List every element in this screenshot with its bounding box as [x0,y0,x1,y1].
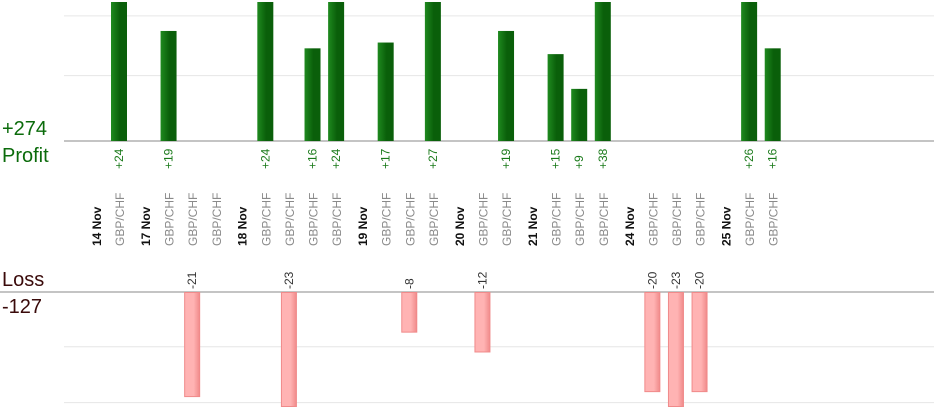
profit-value-label: +19 [499,148,513,169]
date-label: 25 Nov [720,206,734,246]
profit-value-label: +19 [162,148,176,169]
date-label: 19 Nov [356,206,370,246]
profit-value-label: +15 [549,148,563,169]
profit-bar [498,30,515,141]
loss-value-label: -20 [645,271,659,289]
profit-bar [377,42,394,141]
loss-value-label: -20 [693,271,707,289]
pair-label: GBP/CHF [210,193,224,246]
profit-value-label: +17 [379,148,393,169]
loss-bar [691,292,708,393]
pair-label: GBP/CHF [259,193,273,246]
pair-label: GBP/CHF [113,193,127,246]
loss-bar [401,292,418,333]
loss-value-label: -21 [185,271,199,289]
pair-label: GBP/CHF [550,193,564,246]
pair-label: GBP/CHF [330,193,344,246]
pair-label: GBP/CHF [380,193,394,246]
loss-value-label: -12 [475,271,489,289]
profit-value-label: +24 [329,148,343,169]
profit-value-label: +16 [306,148,320,169]
pair-label: GBP/CHF [767,193,781,246]
date-label: 20 Nov [453,206,467,246]
loss-value-label: -23 [669,271,683,289]
profit-value-label: +24 [258,148,272,169]
profit-bar [571,88,588,141]
pair-label: GBP/CHF [597,193,611,246]
profit-bar [328,2,345,141]
date-label: 14 Nov [90,206,104,246]
pair-label: GBP/CHF [427,193,441,246]
profit-value-label: +24 [112,148,126,169]
loss-label: Loss [2,269,45,291]
profit-bar [111,2,127,141]
profit-value-label: +26 [742,148,756,169]
loss-total: -127 [2,296,43,318]
loss-bar [474,292,491,353]
profit-bar [160,30,177,141]
profit-value-label: +38 [596,148,610,169]
date-label: 24 Nov [623,206,637,246]
profit-bar [424,2,441,141]
profit-bar [594,2,611,141]
loss-bar [644,292,661,393]
pair-label: GBP/CHF [670,193,684,246]
loss-value-label: -23 [282,271,296,289]
profit-total: +274 [2,118,48,140]
pair-label: GBP/CHF [500,193,514,246]
date-label: 17 Nov [139,206,153,246]
pair-label: GBP/CHF [573,193,587,246]
pair-label: GBP/CHF [307,193,321,246]
date-label: 21 Nov [526,206,540,246]
loss-bar [667,292,684,407]
date-label: 18 Nov [236,206,250,246]
pair-label: GBP/CHF [163,193,177,246]
profit-label: Profit [2,145,49,167]
profit-value-label: +16 [766,148,780,169]
profit-bar [764,48,781,142]
pair-label: GBP/CHF [403,193,417,246]
profit-value-label: +9 [572,155,586,169]
profit-bar [547,54,564,141]
profit-value-label: +27 [426,148,440,169]
loss-value-label: -8 [402,278,416,289]
profit-bar [741,2,758,141]
pair-label: GBP/CHF [694,193,708,246]
loss-bar [184,292,201,398]
pair-label: GBP/CHF [743,193,757,246]
profit-bar [304,48,321,142]
loss-bar [280,292,297,407]
pair-label: GBP/CHF [186,193,200,246]
pair-label: GBP/CHF [283,193,297,246]
pair-label: GBP/CHF [476,193,490,246]
pair-label: GBP/CHF [646,193,660,246]
profit-bar [257,2,274,141]
